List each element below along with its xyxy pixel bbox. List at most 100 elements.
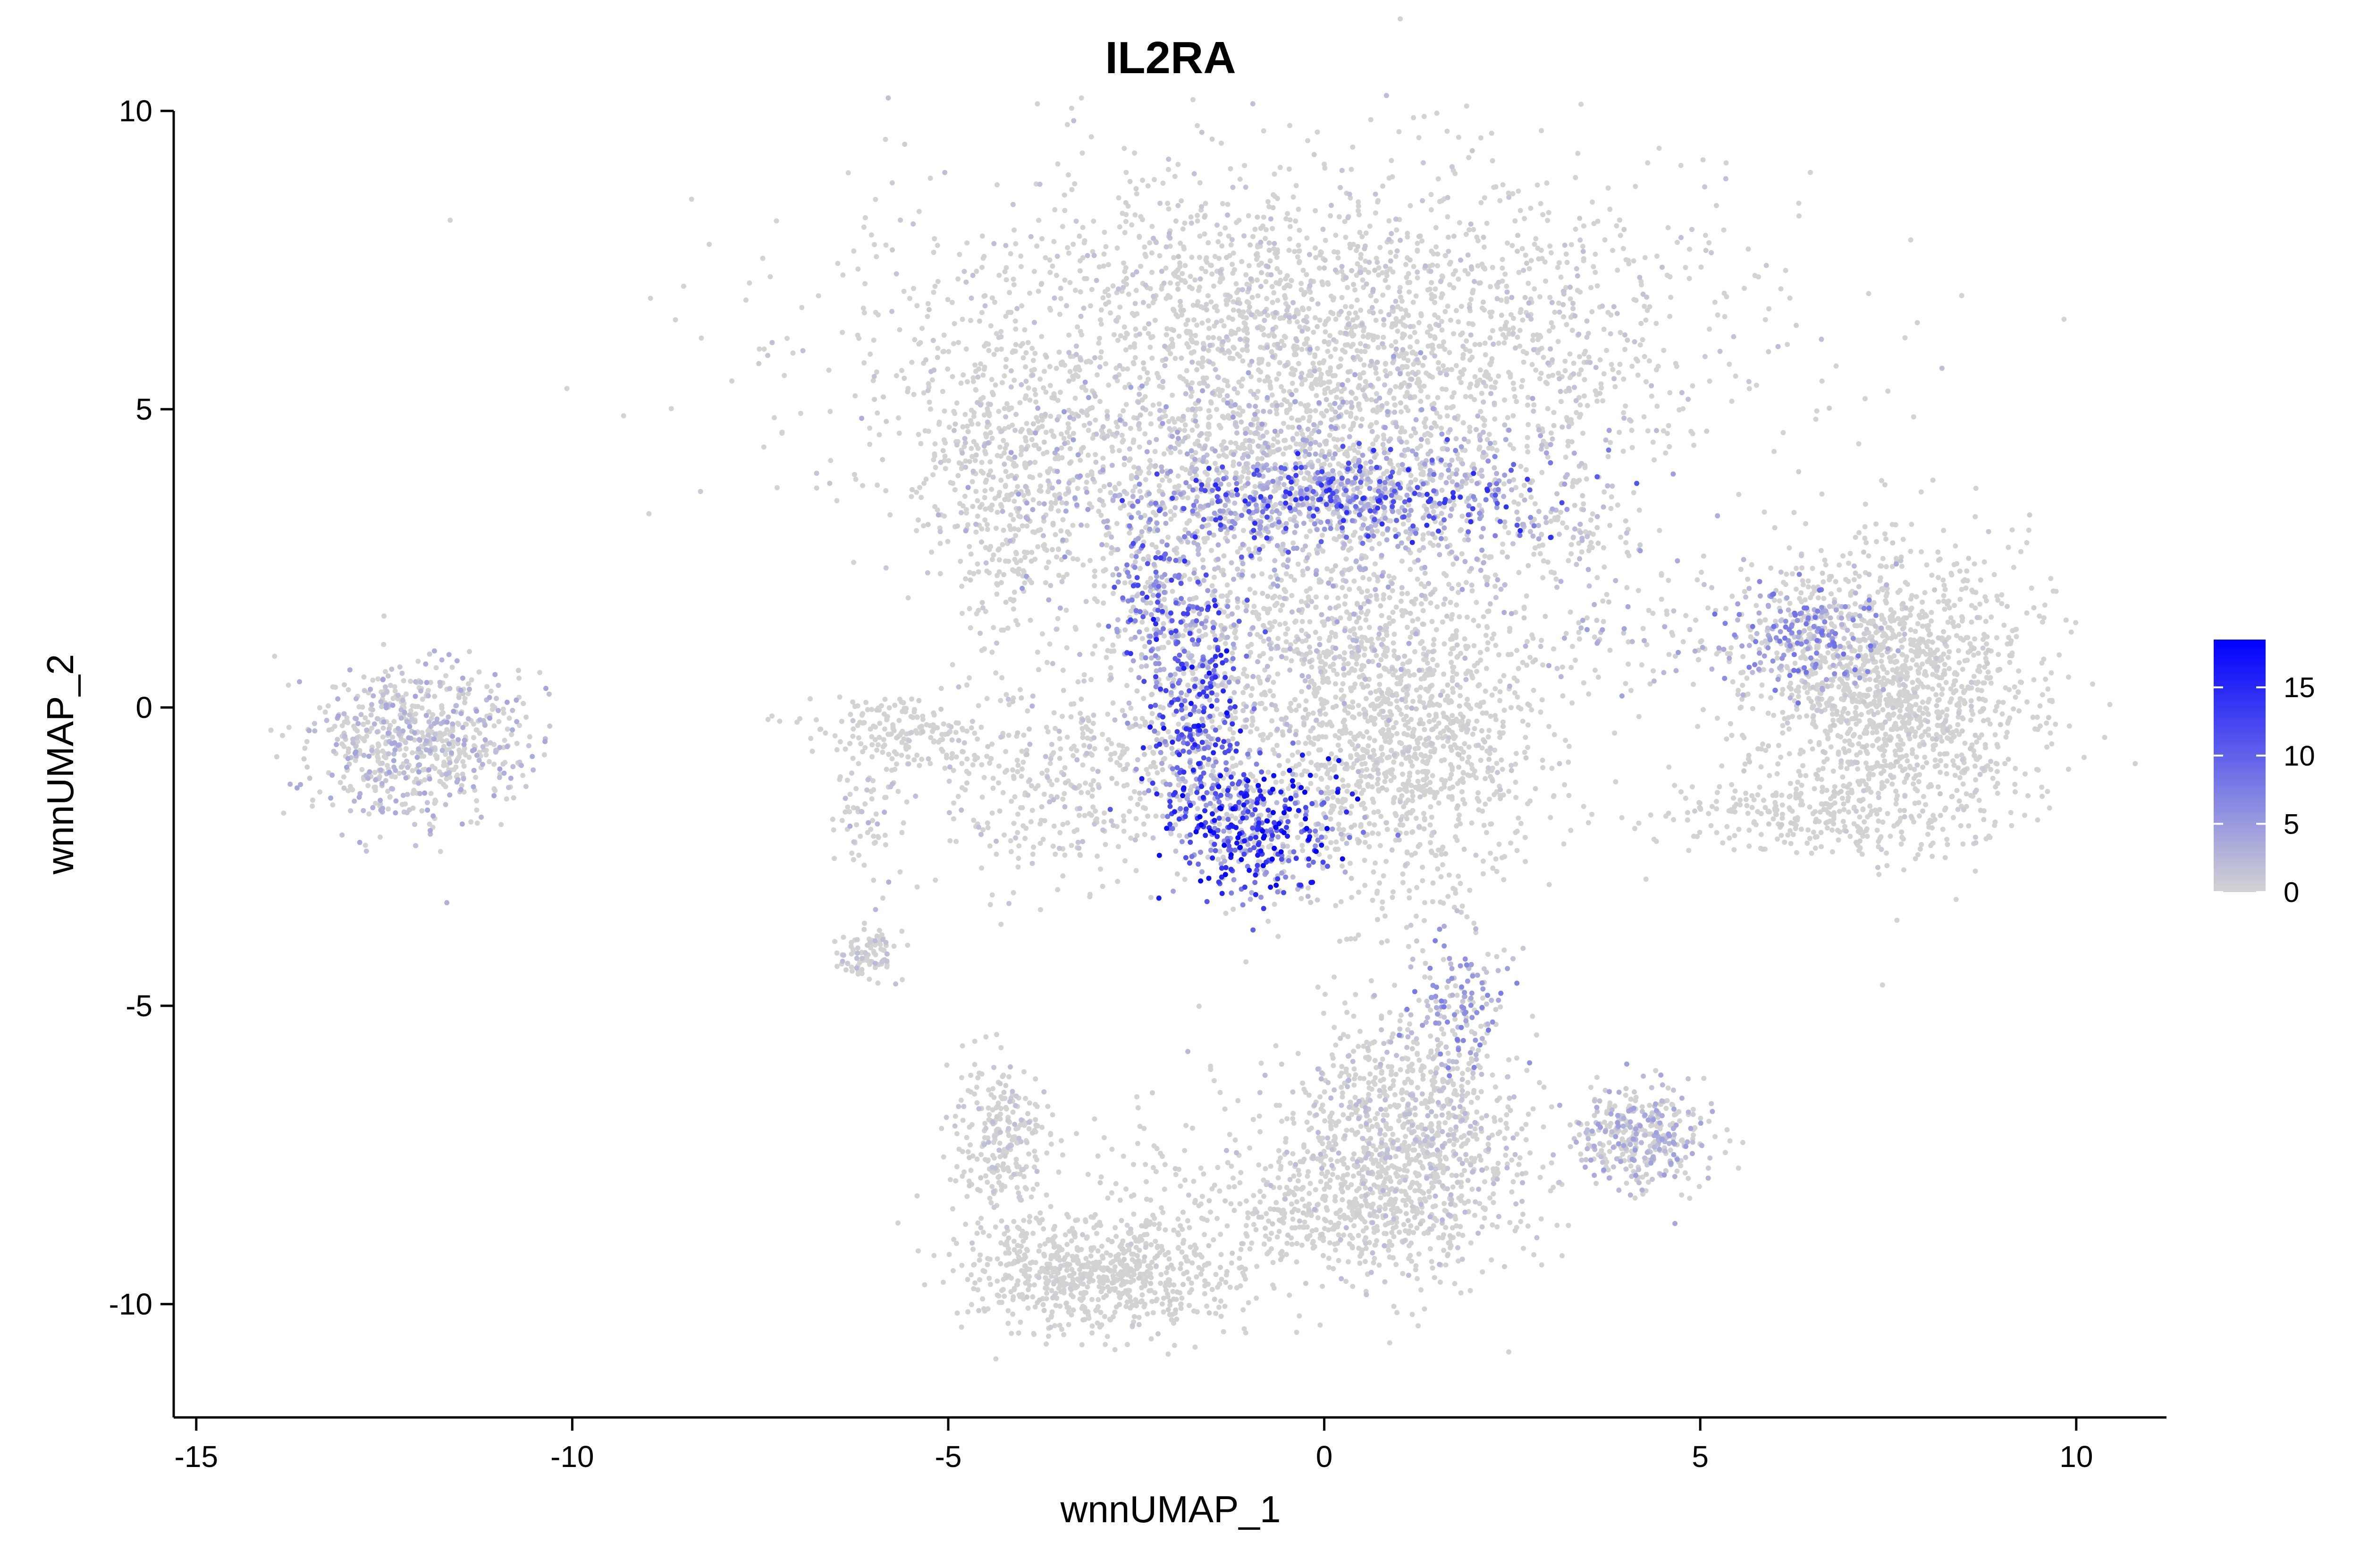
cell-point <box>1095 372 1100 378</box>
cell-point <box>941 721 946 727</box>
cell-point <box>1348 330 1353 336</box>
cell-point <box>1289 415 1295 421</box>
cell-point <box>900 708 905 714</box>
cell-point <box>946 424 952 430</box>
cell-point <box>1001 438 1006 443</box>
cell-point <box>919 724 924 729</box>
cell-point <box>1359 791 1365 796</box>
cell-point <box>1605 454 1611 459</box>
cell-point <box>1675 240 1680 245</box>
cell-point <box>970 762 976 767</box>
cell-point <box>1092 746 1097 751</box>
cell-point <box>1152 177 1157 182</box>
cell-point <box>837 774 843 780</box>
cell-point <box>1168 734 1173 740</box>
cell-point <box>1327 775 1333 781</box>
cell-point <box>1088 677 1094 683</box>
cell-point <box>989 649 995 655</box>
cell-point <box>874 254 879 260</box>
cell-point <box>1327 760 1332 766</box>
cell-point <box>1142 326 1147 331</box>
cell-point <box>1253 778 1258 784</box>
cell-point <box>1505 240 1510 246</box>
cell-point <box>1441 743 1446 749</box>
cell-point <box>1274 742 1280 748</box>
cell-point <box>1319 659 1325 665</box>
cell-point <box>1384 826 1390 832</box>
cell-point <box>1530 337 1535 343</box>
cell-point <box>1298 599 1304 604</box>
cell-point <box>1661 347 1667 353</box>
cell-point <box>1621 410 1627 415</box>
cell-point <box>1569 328 1575 333</box>
cell-point <box>1259 327 1264 332</box>
cell-point <box>1467 348 1473 354</box>
cell-point <box>1085 472 1090 478</box>
cell-point <box>1517 328 1523 333</box>
cell-point <box>1384 401 1390 406</box>
cell-point <box>1336 461 1341 467</box>
cell-point <box>2061 316 2067 322</box>
cell-point <box>1137 375 1143 380</box>
cell-point <box>1067 280 1073 286</box>
cell-point <box>1055 887 1061 893</box>
cell-point <box>1319 532 1325 538</box>
cell-point <box>1621 376 1627 382</box>
cell-point <box>1211 283 1216 289</box>
cell-point <box>1102 289 1108 295</box>
cell-point <box>689 196 694 202</box>
cell-point <box>1237 354 1242 359</box>
cell-point <box>1470 321 1476 327</box>
cell-point <box>883 794 889 800</box>
cell-point <box>1528 495 1534 500</box>
cell-point <box>1531 551 1537 557</box>
cell-point <box>1138 796 1143 802</box>
cell-point <box>1070 556 1076 562</box>
cell-point <box>1079 150 1085 156</box>
cell-point <box>1391 889 1396 895</box>
cell-point <box>877 432 882 438</box>
cell-point <box>1349 894 1355 900</box>
cell-point <box>1203 201 1208 206</box>
cell-point <box>1111 590 1116 596</box>
cell-point <box>1364 767 1370 772</box>
cell-point <box>1318 697 1324 702</box>
cell-point <box>1573 227 1578 232</box>
cell-point <box>1493 642 1499 648</box>
cell-point <box>1180 465 1185 471</box>
cell-point <box>1431 637 1437 642</box>
cell-point <box>1508 705 1514 710</box>
cell-point <box>1482 307 1487 313</box>
cell-point <box>1233 763 1239 768</box>
cell-point <box>882 726 887 732</box>
cell-point <box>871 834 877 839</box>
cell-point <box>904 799 910 805</box>
cell-point <box>1359 663 1365 668</box>
cell-point <box>984 753 990 759</box>
cell-point <box>1746 386 1752 391</box>
cell-point <box>1088 359 1094 365</box>
cell-point <box>1146 465 1152 471</box>
cell-point <box>1299 381 1305 387</box>
cell-point <box>1491 632 1497 637</box>
cell-point <box>1284 283 1290 288</box>
cell-point <box>1564 525 1569 531</box>
cell-point <box>1399 711 1404 717</box>
cell-point <box>1494 760 1500 766</box>
cell-point <box>1019 303 1025 309</box>
cell-point <box>1439 327 1445 333</box>
cell-point <box>1323 734 1329 740</box>
cell-point <box>1338 356 1344 362</box>
cell-point <box>1002 269 1008 274</box>
cell-point <box>1184 368 1189 373</box>
cell-point <box>1400 331 1406 337</box>
cell-point <box>1466 155 1472 160</box>
cell-point <box>1537 294 1542 300</box>
cell-point <box>1315 129 1320 135</box>
cell-point <box>1399 558 1405 564</box>
cell-point <box>1546 210 1551 215</box>
cell-point <box>1405 624 1410 630</box>
cell-point <box>1168 344 1174 349</box>
cell-point <box>1348 860 1353 866</box>
cell-point <box>1439 425 1444 431</box>
